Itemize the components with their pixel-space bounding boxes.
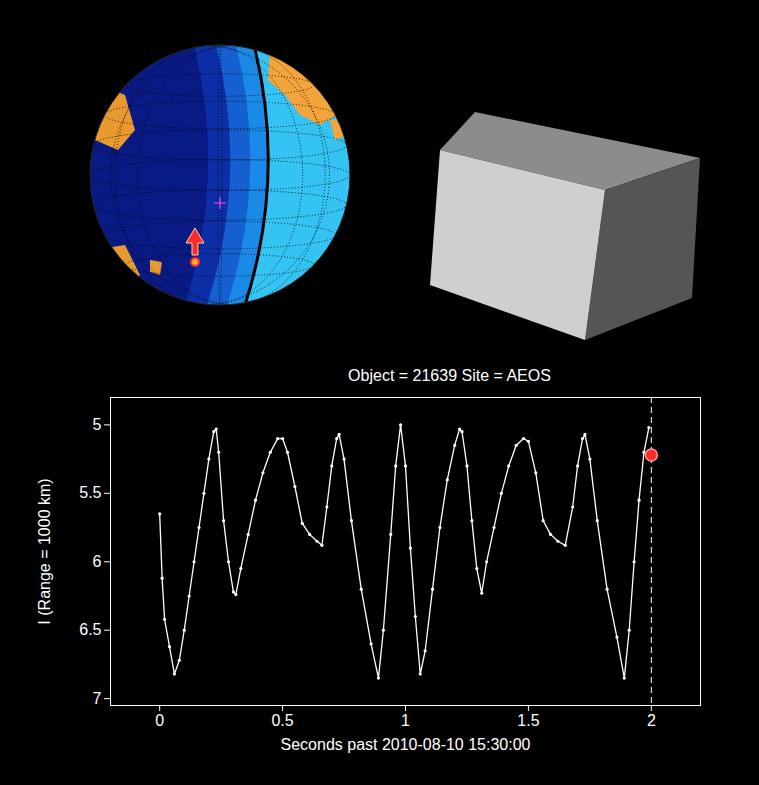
svg-text:I (Range = 1000 km): I (Range = 1000 km) — [36, 478, 53, 624]
svg-text:2: 2 — [647, 712, 656, 729]
svg-text:1: 1 — [401, 712, 410, 729]
svg-text:6.5: 6.5 — [79, 621, 101, 638]
svg-text:6: 6 — [93, 553, 102, 570]
svg-text:Seconds past 2010-08-10 15:30:: Seconds past 2010-08-10 15:30:00 — [281, 736, 531, 753]
svg-text:7: 7 — [93, 690, 102, 707]
svg-text:1.5: 1.5 — [517, 712, 539, 729]
svg-text:5: 5 — [93, 416, 102, 433]
svg-text:0.5: 0.5 — [271, 712, 293, 729]
svg-text:5.5: 5.5 — [79, 484, 101, 501]
svg-text:0: 0 — [155, 712, 164, 729]
html-text:Object = 21639 Site = AEOS: Object = 21639 Site = AEOS — [348, 367, 551, 384]
